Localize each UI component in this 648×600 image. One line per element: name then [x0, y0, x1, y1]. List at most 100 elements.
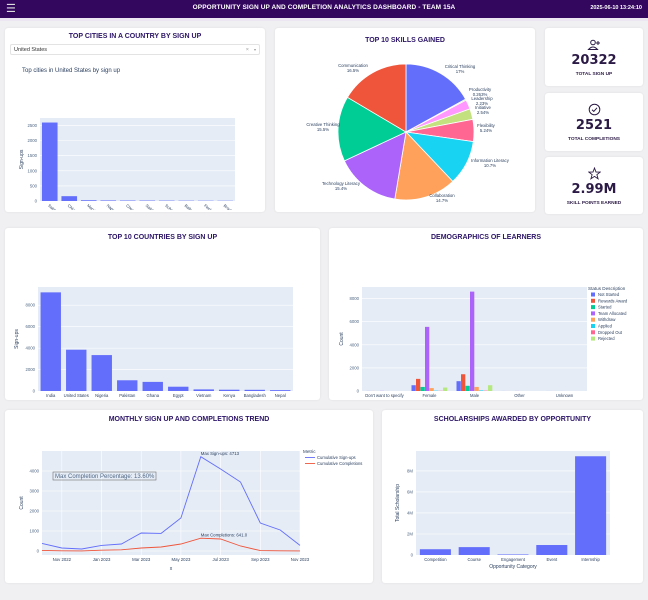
- pie-label: Flexibility: [477, 123, 496, 128]
- star-icon: [545, 166, 643, 185]
- x-tick-label: Sep 2023: [251, 557, 270, 562]
- trend-card: MONTHLY SIGN UP AND COMPLETIONS TREND 0 1…: [5, 410, 373, 583]
- bar: [474, 386, 479, 391]
- x-tick-label: Course: [467, 557, 481, 562]
- x-tick-label: Mar 2023: [132, 557, 151, 562]
- hamburger-icon[interactable]: ☰: [6, 3, 16, 15]
- legend-swatch: [591, 330, 595, 335]
- y-tick-label: 3000: [29, 489, 39, 494]
- country-dropdown[interactable]: United States × ▾: [10, 44, 260, 55]
- demographics-card-title: DEMOGRAPHICS OF LEARNERS: [430, 234, 542, 241]
- legend-label: Team Allocated: [598, 311, 627, 316]
- bar: [470, 291, 475, 391]
- y-tick-label: 8M: [407, 468, 413, 473]
- bar: [219, 389, 240, 391]
- trend-card-title: MONTHLY SIGN UP AND COMPLETIONS TREND: [108, 416, 270, 423]
- y-tick-label: 2000: [349, 365, 359, 370]
- country-dropdown-value: United States: [14, 47, 48, 53]
- x-tick-label: Jan 2023: [93, 557, 111, 562]
- y-axis-label: Count: [19, 496, 25, 510]
- legend-label: Dropped Out: [598, 330, 623, 335]
- x-tick-label: Engagement: [501, 557, 526, 562]
- bar: [244, 389, 265, 391]
- pie-slice: [346, 63, 407, 133]
- annotation-box: [52, 471, 157, 481]
- bar: [575, 456, 607, 555]
- pie-label: Initiative: [475, 105, 491, 110]
- pie-label: Leadership: [471, 96, 493, 101]
- x-tick-label: India: [46, 393, 56, 398]
- y-tick-label: 0: [35, 199, 38, 204]
- y-axis-label: Sign-ups: [14, 329, 20, 349]
- x-axis-label: x: [170, 566, 173, 572]
- pie-label: Productivity: [469, 87, 492, 92]
- kpi-value: 2.99M: [571, 182, 617, 197]
- scholarships-card: SCHOLARSHIPS AWARDED BY OPPORTUNITY 0 2M 4…: [382, 410, 643, 583]
- bar: [458, 547, 490, 555]
- y-tick-label: 1500: [27, 153, 37, 158]
- x-tick-label: Saint Charles: [145, 203, 167, 210]
- bar: [416, 378, 421, 391]
- x-tick-label: Ballwin: [184, 203, 197, 210]
- annotation-text: Max Completion Percentage: 13.60%: [55, 474, 155, 480]
- bar: [420, 386, 425, 391]
- countries-card-title: TOP 10 COUNTRIES BY SIGN UP: [107, 234, 218, 241]
- x-tick-label: Brooklyn: [223, 203, 238, 210]
- y-tick-label: 2000: [27, 138, 37, 143]
- bar: [168, 386, 189, 391]
- dashboard-title: OPPORTUNITY SIGN UP AND COMPLETION ANALY…: [192, 4, 456, 11]
- demographics-bar-chart: 02000400060008000CountGenderDon't want t…: [339, 286, 628, 398]
- series-line: [41, 456, 301, 550]
- legend-swatch: [591, 298, 595, 303]
- legend-label: Not Started: [598, 292, 620, 297]
- y-tick-label: 500: [30, 183, 38, 188]
- chevron-down-icon[interactable]: ▾: [253, 47, 256, 52]
- skills-card: TOP 10 SKILLS GAINED Critical Thinking 17…: [275, 28, 535, 212]
- plot-area: [362, 287, 587, 391]
- y-tick-label: 4000: [29, 469, 39, 474]
- pie-percent: 14.7%: [436, 198, 448, 203]
- bar: [419, 549, 451, 555]
- x-tick-label: Schaumburg: [164, 203, 185, 210]
- cities-card-title: TOP CITIES IN A COUNTRY BY SIGN UP: [68, 33, 202, 40]
- header-underline: [0, 18, 648, 21]
- x-tick-label: Jul 2023: [212, 557, 229, 562]
- x-tick-label: Other: [514, 393, 525, 398]
- bar: [411, 385, 416, 391]
- x-tick-label: Nov 2022: [53, 557, 72, 562]
- x-tick-label: Male: [470, 393, 480, 398]
- x-tick-label: Chicago: [67, 203, 82, 210]
- y-tick-label: 0: [357, 389, 360, 394]
- legend-swatch: [591, 317, 595, 322]
- y-tick-label: 2000: [25, 367, 35, 372]
- pie-percent: 2.54%: [477, 110, 489, 115]
- bar: [270, 390, 291, 391]
- pie-percent: 2.23%: [476, 101, 488, 106]
- y-tick-label: 2500: [27, 123, 37, 128]
- bar: [429, 388, 434, 391]
- y-tick-label: 1000: [29, 529, 39, 534]
- annotation-text: Max Sign-ups: 4713: [201, 451, 240, 456]
- bar: [488, 385, 493, 391]
- pie-percent: 17%: [456, 69, 465, 74]
- trend-line-chart: 0 1000 2000 3000 4000 Count x Nov 2022 Jan 2023 M…: [19, 449, 362, 572]
- timestamp: 2025-06-10 13:24:10: [590, 5, 642, 11]
- bar: [41, 122, 58, 201]
- pie-label: Technology Literacy: [322, 181, 361, 186]
- bar: [497, 554, 529, 555]
- pie-percent: 15.4%: [335, 186, 347, 191]
- x-axis-label: Opportunity Category: [489, 564, 537, 570]
- kpi-value: 2521: [575, 118, 613, 133]
- legend-label: Withdraw: [598, 317, 616, 322]
- kpi-value: 20322: [571, 53, 617, 68]
- y-tick-label: 6000: [349, 319, 359, 324]
- y-tick-label: 0: [411, 553, 414, 558]
- clear-icon[interactable]: ×: [245, 47, 249, 53]
- x-tick-label: Bangladesh: [244, 393, 267, 398]
- x-tick-label: Don't want to specify: [365, 393, 404, 398]
- x-tick-label: Kenya: [223, 393, 236, 398]
- scholarships-card-title: SCHOLARSHIPS AWARDED BY OPPORTUNITY: [433, 416, 592, 423]
- pie-slice: [343, 131, 407, 200]
- legend-label: Cumulative Completions: [317, 461, 362, 466]
